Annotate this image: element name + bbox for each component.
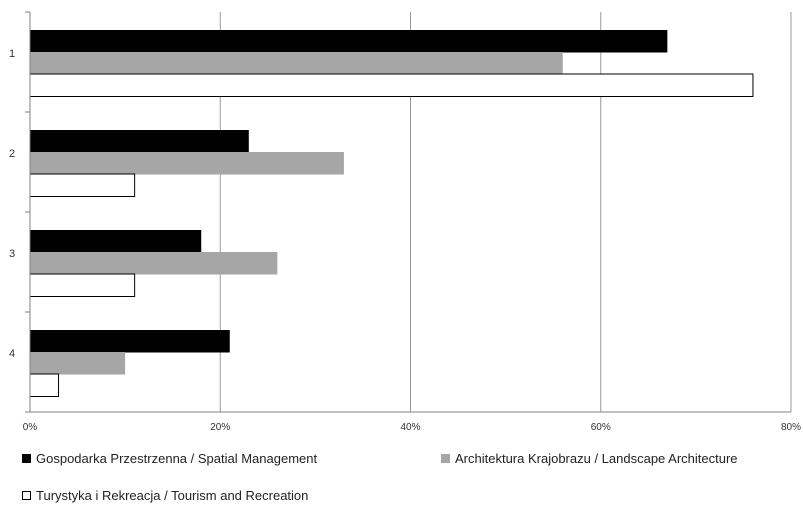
legend-swatch-white: [22, 491, 31, 500]
bar: [30, 352, 126, 375]
legend-swatch-gray: [441, 454, 450, 463]
bar: [30, 52, 563, 75]
legend-item-tourism-recreation: Turystyka i Rekreacja / Tourism and Recr…: [22, 488, 308, 503]
legend-item-spatial-management: Gospodarka Przestrzenna / Spatial Manage…: [22, 451, 317, 466]
x-tick-label: 40%: [400, 422, 420, 433]
bars: [29, 30, 754, 397]
legend-swatch-black: [22, 454, 31, 463]
bar: [30, 130, 249, 153]
bar-chart: 0% 20% 40% 60% 80% 1 2 3 4: [9, 11, 801, 433]
y-category-label: 2: [9, 148, 15, 160]
bar: [29, 73, 754, 97]
x-tick-label: 80%: [781, 422, 801, 433]
bar: [30, 152, 344, 175]
y-category-label: 1: [9, 48, 15, 60]
x-tick-label: 20%: [210, 422, 230, 433]
bar: [29, 273, 136, 297]
x-tick-label: 60%: [591, 422, 611, 433]
legend-label-tourism-recreation: Turystyka i Rekreacja / Tourism and Recr…: [36, 488, 309, 503]
y-category-label: 3: [9, 248, 15, 260]
y-category-label: 4: [9, 348, 15, 360]
bar: [30, 252, 278, 275]
bar: [30, 30, 668, 53]
legend-item-landscape-architecture: Architektura Krajobrazu / Landscape Arch…: [441, 451, 738, 466]
bar: [29, 173, 136, 197]
bar: [30, 230, 202, 253]
legend-label-landscape-architecture: Architektura Krajobrazu / Landscape Arch…: [455, 451, 738, 466]
axes: 0% 20% 40% 60% 80% 1 2 3 4: [9, 11, 801, 433]
bar: [30, 330, 230, 353]
bar: [29, 373, 60, 397]
legend-label-spatial-management: Gospodarka Przestrzenna / Spatial Manage…: [36, 451, 318, 466]
x-tick-label: 0%: [23, 422, 38, 433]
